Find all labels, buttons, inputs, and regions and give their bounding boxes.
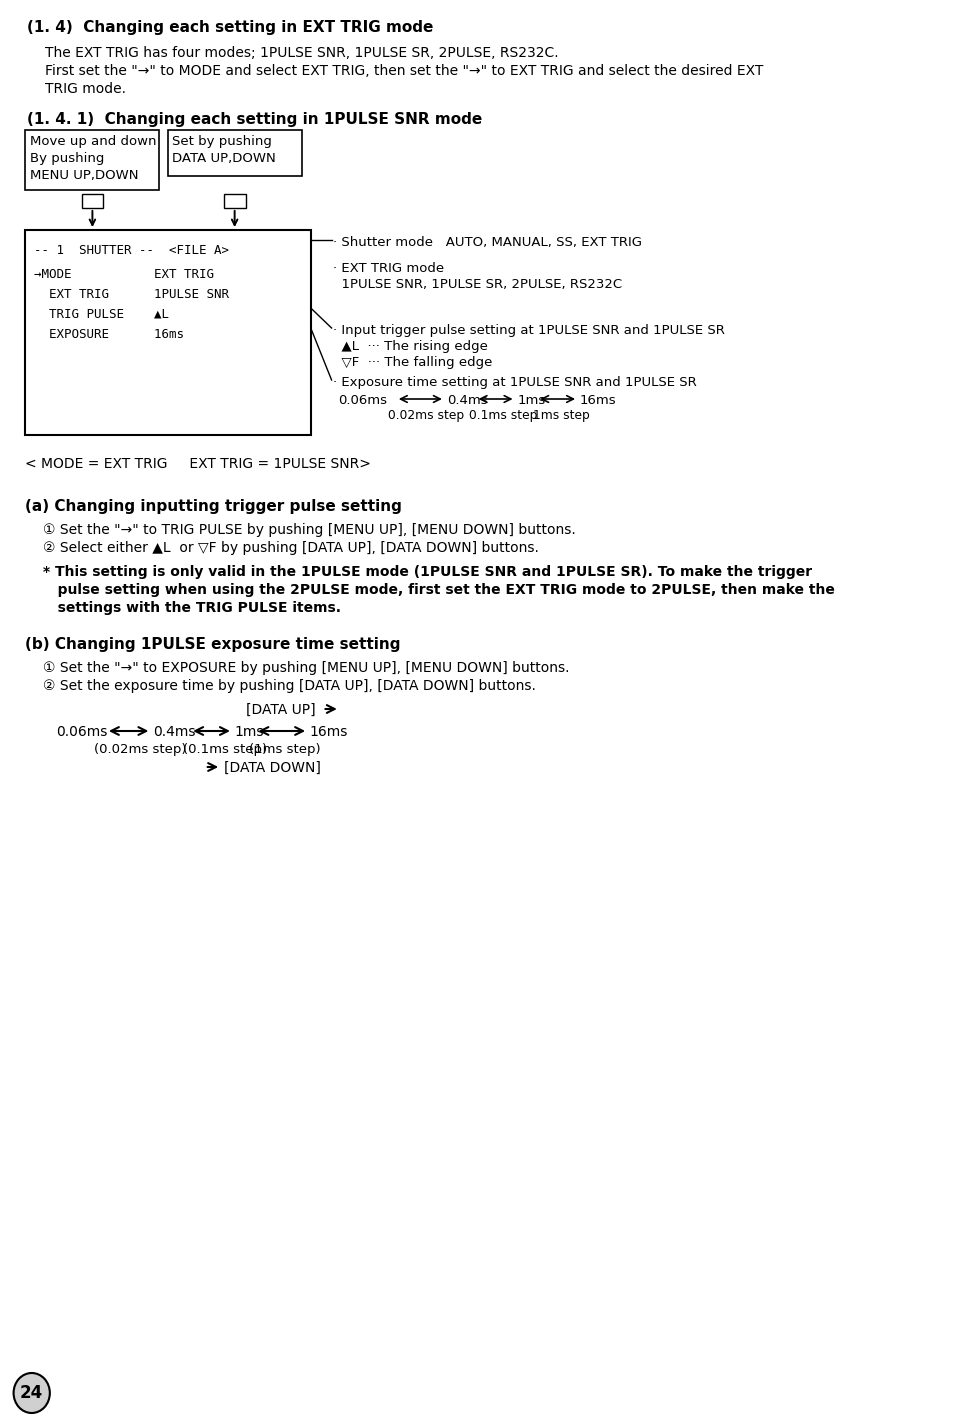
FancyBboxPatch shape [224,194,245,208]
Text: -- 1  SHUTTER --  <FILE A>: -- 1 SHUTTER -- <FILE A> [34,244,229,257]
Text: 1PULSE SNR, 1PULSE SR, 2PULSE, RS232C: 1PULSE SNR, 1PULSE SR, 2PULSE, RS232C [333,278,622,291]
FancyBboxPatch shape [26,230,311,435]
Text: (1. 4. 1)  Changing each setting in 1PULSE SNR mode: (1. 4. 1) Changing each setting in 1PULS… [27,111,482,127]
Text: ① Set the "→" to TRIG PULSE by pushing [MENU UP], [MENU DOWN] buttons.: ① Set the "→" to TRIG PULSE by pushing [… [44,524,576,537]
FancyBboxPatch shape [81,194,103,208]
Text: First set the "→" to MODE and select EXT TRIG, then set the "→" to EXT TRIG and : First set the "→" to MODE and select EXT… [45,64,762,78]
Text: (a) Changing inputting trigger pulse setting: (a) Changing inputting trigger pulse set… [26,499,402,514]
Text: 16ms: 16ms [579,394,616,407]
Text: * This setting is only valid in the 1PULSE mode (1PULSE SNR and 1PULSE SR). To m: * This setting is only valid in the 1PUL… [44,565,812,579]
Text: 0.02ms step: 0.02ms step [387,410,463,422]
Text: pulse setting when using the 2PULSE mode, first set the EXT TRIG mode to 2PULSE,: pulse setting when using the 2PULSE mode… [44,584,835,596]
Text: (1. 4)  Changing each setting in EXT TRIG mode: (1. 4) Changing each setting in EXT TRIG… [27,20,433,36]
Text: ② Set the exposure time by pushing [DATA UP], [DATA DOWN] buttons.: ② Set the exposure time by pushing [DATA… [44,679,536,694]
Text: ▲L  ··· The rising edge: ▲L ··· The rising edge [333,340,488,352]
Text: · Shutter mode   AUTO, MANUAL, SS, EXT TRIG: · Shutter mode AUTO, MANUAL, SS, EXT TRI… [333,235,641,248]
Text: 0.4ms: 0.4ms [446,394,487,407]
Text: (0.1ms step): (0.1ms step) [183,743,267,756]
Text: · Exposure time setting at 1PULSE SNR and 1PULSE SR: · Exposure time setting at 1PULSE SNR an… [333,375,697,390]
Text: EXT TRIG      1PULSE SNR: EXT TRIG 1PULSE SNR [34,288,229,301]
Text: The EXT TRIG has four modes; 1PULSE SNR, 1PULSE SR, 2PULSE, RS232C.: The EXT TRIG has four modes; 1PULSE SNR,… [45,46,558,60]
Text: < MODE = EXT TRIG     EXT TRIG = 1PULSE SNR>: < MODE = EXT TRIG EXT TRIG = 1PULSE SNR> [26,457,371,471]
Text: (0.02ms step): (0.02ms step) [94,743,187,756]
Text: Move up and down: Move up and down [30,136,156,148]
Text: 0.06ms: 0.06ms [337,394,387,407]
Text: [DATA DOWN]: [DATA DOWN] [224,761,320,775]
Text: 1ms: 1ms [517,394,545,407]
Text: 0.06ms: 0.06ms [56,725,108,739]
Text: (b) Changing 1PULSE exposure time setting: (b) Changing 1PULSE exposure time settin… [26,636,400,652]
Text: 16ms: 16ms [310,725,348,739]
Text: TRIG mode.: TRIG mode. [45,81,126,96]
Text: ▽F  ··· The falling edge: ▽F ··· The falling edge [333,355,493,370]
Text: 0.1ms step: 0.1ms step [469,410,537,422]
FancyBboxPatch shape [168,130,301,176]
Text: ② Select either ▲L  or ▽F by pushing [DATA UP], [DATA DOWN] buttons.: ② Select either ▲L or ▽F by pushing [DAT… [44,541,538,555]
Text: 0.4ms: 0.4ms [152,725,195,739]
Text: TRIG PULSE    ▲L: TRIG PULSE ▲L [34,308,170,321]
Text: DATA UP,DOWN: DATA UP,DOWN [172,153,275,166]
Text: ① Set the "→" to EXPOSURE by pushing [MENU UP], [MENU DOWN] buttons.: ① Set the "→" to EXPOSURE by pushing [ME… [44,661,569,675]
Text: (1ms step): (1ms step) [249,743,320,756]
Text: · Input trigger pulse setting at 1PULSE SNR and 1PULSE SR: · Input trigger pulse setting at 1PULSE … [333,324,724,337]
Text: Set by pushing: Set by pushing [172,136,272,148]
Text: →MODE           EXT TRIG: →MODE EXT TRIG [34,268,214,281]
Text: 24: 24 [20,1384,43,1401]
Text: settings with the TRIG PULSE items.: settings with the TRIG PULSE items. [44,601,341,615]
Text: [DATA UP]: [DATA UP] [246,704,315,716]
Text: EXPOSURE      16ms: EXPOSURE 16ms [34,328,184,341]
FancyBboxPatch shape [26,130,159,190]
Text: · EXT TRIG mode: · EXT TRIG mode [333,263,444,275]
Text: 1ms step: 1ms step [532,410,589,422]
Text: 1ms: 1ms [234,725,264,739]
Text: MENU UP,DOWN: MENU UP,DOWN [30,168,138,183]
Text: By pushing: By pushing [30,153,104,166]
Circle shape [13,1373,50,1413]
